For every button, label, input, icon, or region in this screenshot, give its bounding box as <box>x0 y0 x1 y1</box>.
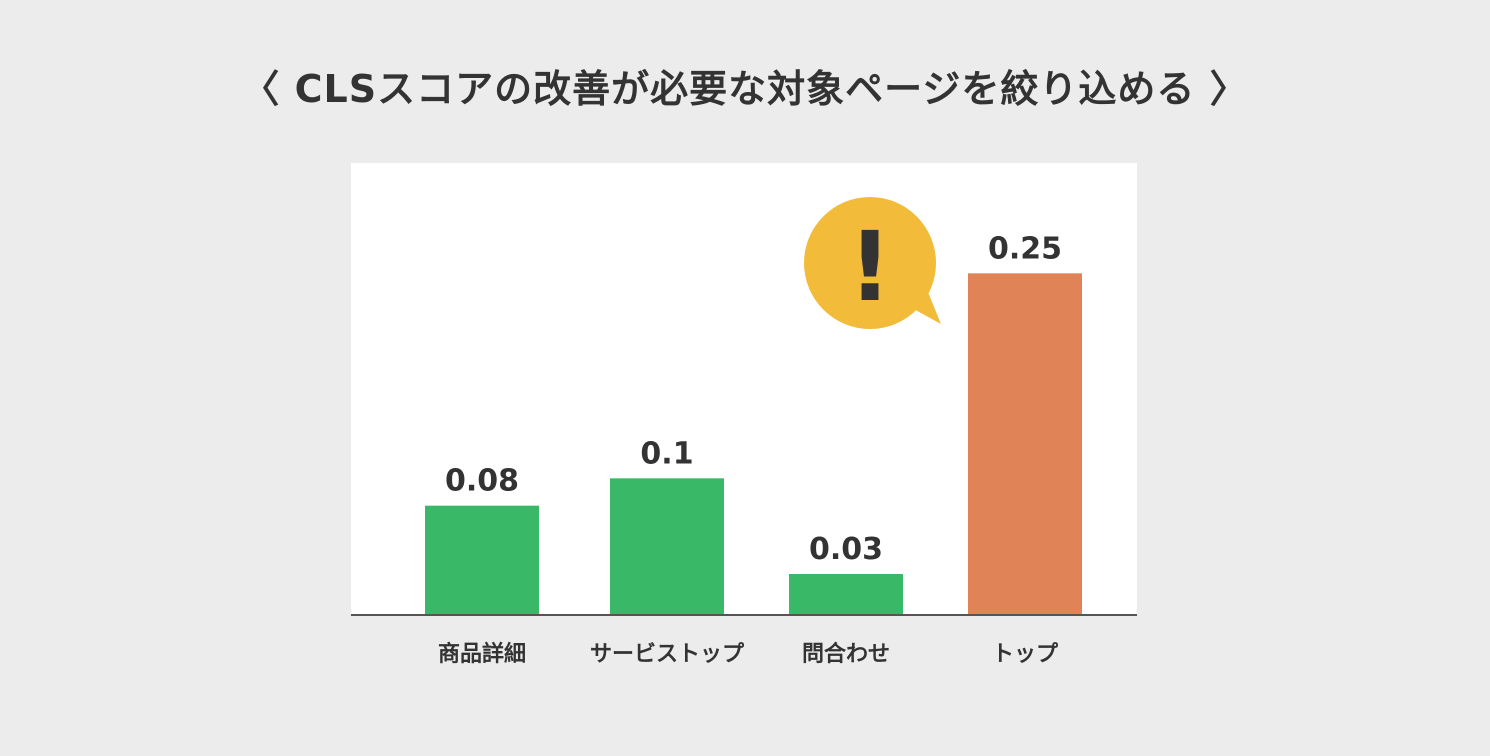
bar <box>968 273 1082 615</box>
plot-area: 0.08 0.1 0.03 0.25! <box>351 163 1137 616</box>
svg-text:!: ! <box>848 211 892 323</box>
x-tick-label: サービストップ <box>589 642 744 667</box>
data-label: 0.1 <box>640 436 693 471</box>
data-label: 0.03 <box>809 532 883 567</box>
chart-title: 〈 CLSスコアの改善が必要な対象ページを絞り込める 〉 <box>241 67 1249 111</box>
exclamation-speech-bubble-icon: ! <box>804 197 941 329</box>
x-tick-label: トップ <box>991 642 1058 667</box>
bar <box>610 478 724 615</box>
data-label: 0.08 <box>445 464 519 499</box>
x-tick-label: 問合わせ <box>801 642 890 667</box>
bar-chart: 0.08 0.1 0.03 0.25! <box>351 197 1137 616</box>
bar <box>425 505 539 615</box>
bar <box>789 574 903 615</box>
x-tick-label: 商品詳細 <box>437 642 526 667</box>
data-label: 0.25 <box>988 231 1062 266</box>
